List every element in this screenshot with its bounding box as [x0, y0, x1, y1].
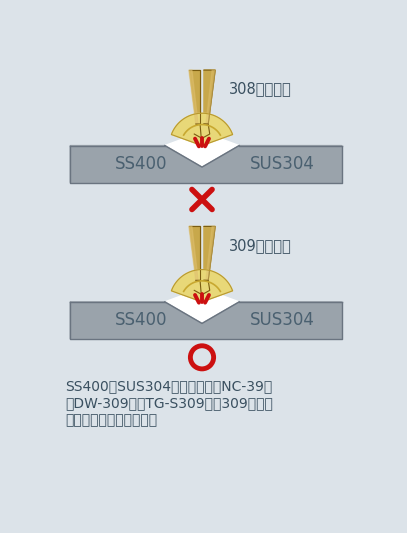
Text: SS400: SS400 — [115, 311, 168, 329]
Text: SUS304: SUS304 — [249, 155, 314, 173]
Polygon shape — [189, 227, 200, 280]
Polygon shape — [203, 124, 210, 138]
Polygon shape — [206, 227, 215, 280]
Text: 接材料を使いましょう。: 接材料を使いましょう。 — [65, 413, 157, 427]
Text: SS400: SS400 — [115, 155, 168, 173]
Polygon shape — [204, 227, 215, 280]
Polygon shape — [203, 280, 210, 294]
Polygon shape — [165, 138, 239, 167]
Polygon shape — [189, 70, 198, 124]
Text: 308系溶接棒: 308系溶接棒 — [229, 82, 292, 96]
Polygon shape — [189, 227, 198, 280]
Text: ⓅDW-309、ⓅTG-S309など309系の溶: ⓅDW-309、ⓅTG-S309など309系の溶 — [65, 396, 273, 410]
Polygon shape — [189, 70, 200, 124]
Polygon shape — [171, 113, 232, 146]
Polygon shape — [194, 280, 201, 294]
Polygon shape — [206, 70, 215, 124]
Polygon shape — [165, 294, 239, 324]
Text: SS400とSUS304の溶接にはⓅNC-39、: SS400とSUS304の溶接にはⓅNC-39、 — [65, 379, 272, 393]
Polygon shape — [204, 70, 215, 124]
Polygon shape — [171, 270, 232, 302]
Text: SUS304: SUS304 — [249, 311, 314, 329]
Polygon shape — [70, 302, 341, 339]
Text: 309系溶接棒: 309系溶接棒 — [229, 238, 292, 253]
Polygon shape — [70, 146, 341, 182]
Polygon shape — [194, 124, 201, 138]
